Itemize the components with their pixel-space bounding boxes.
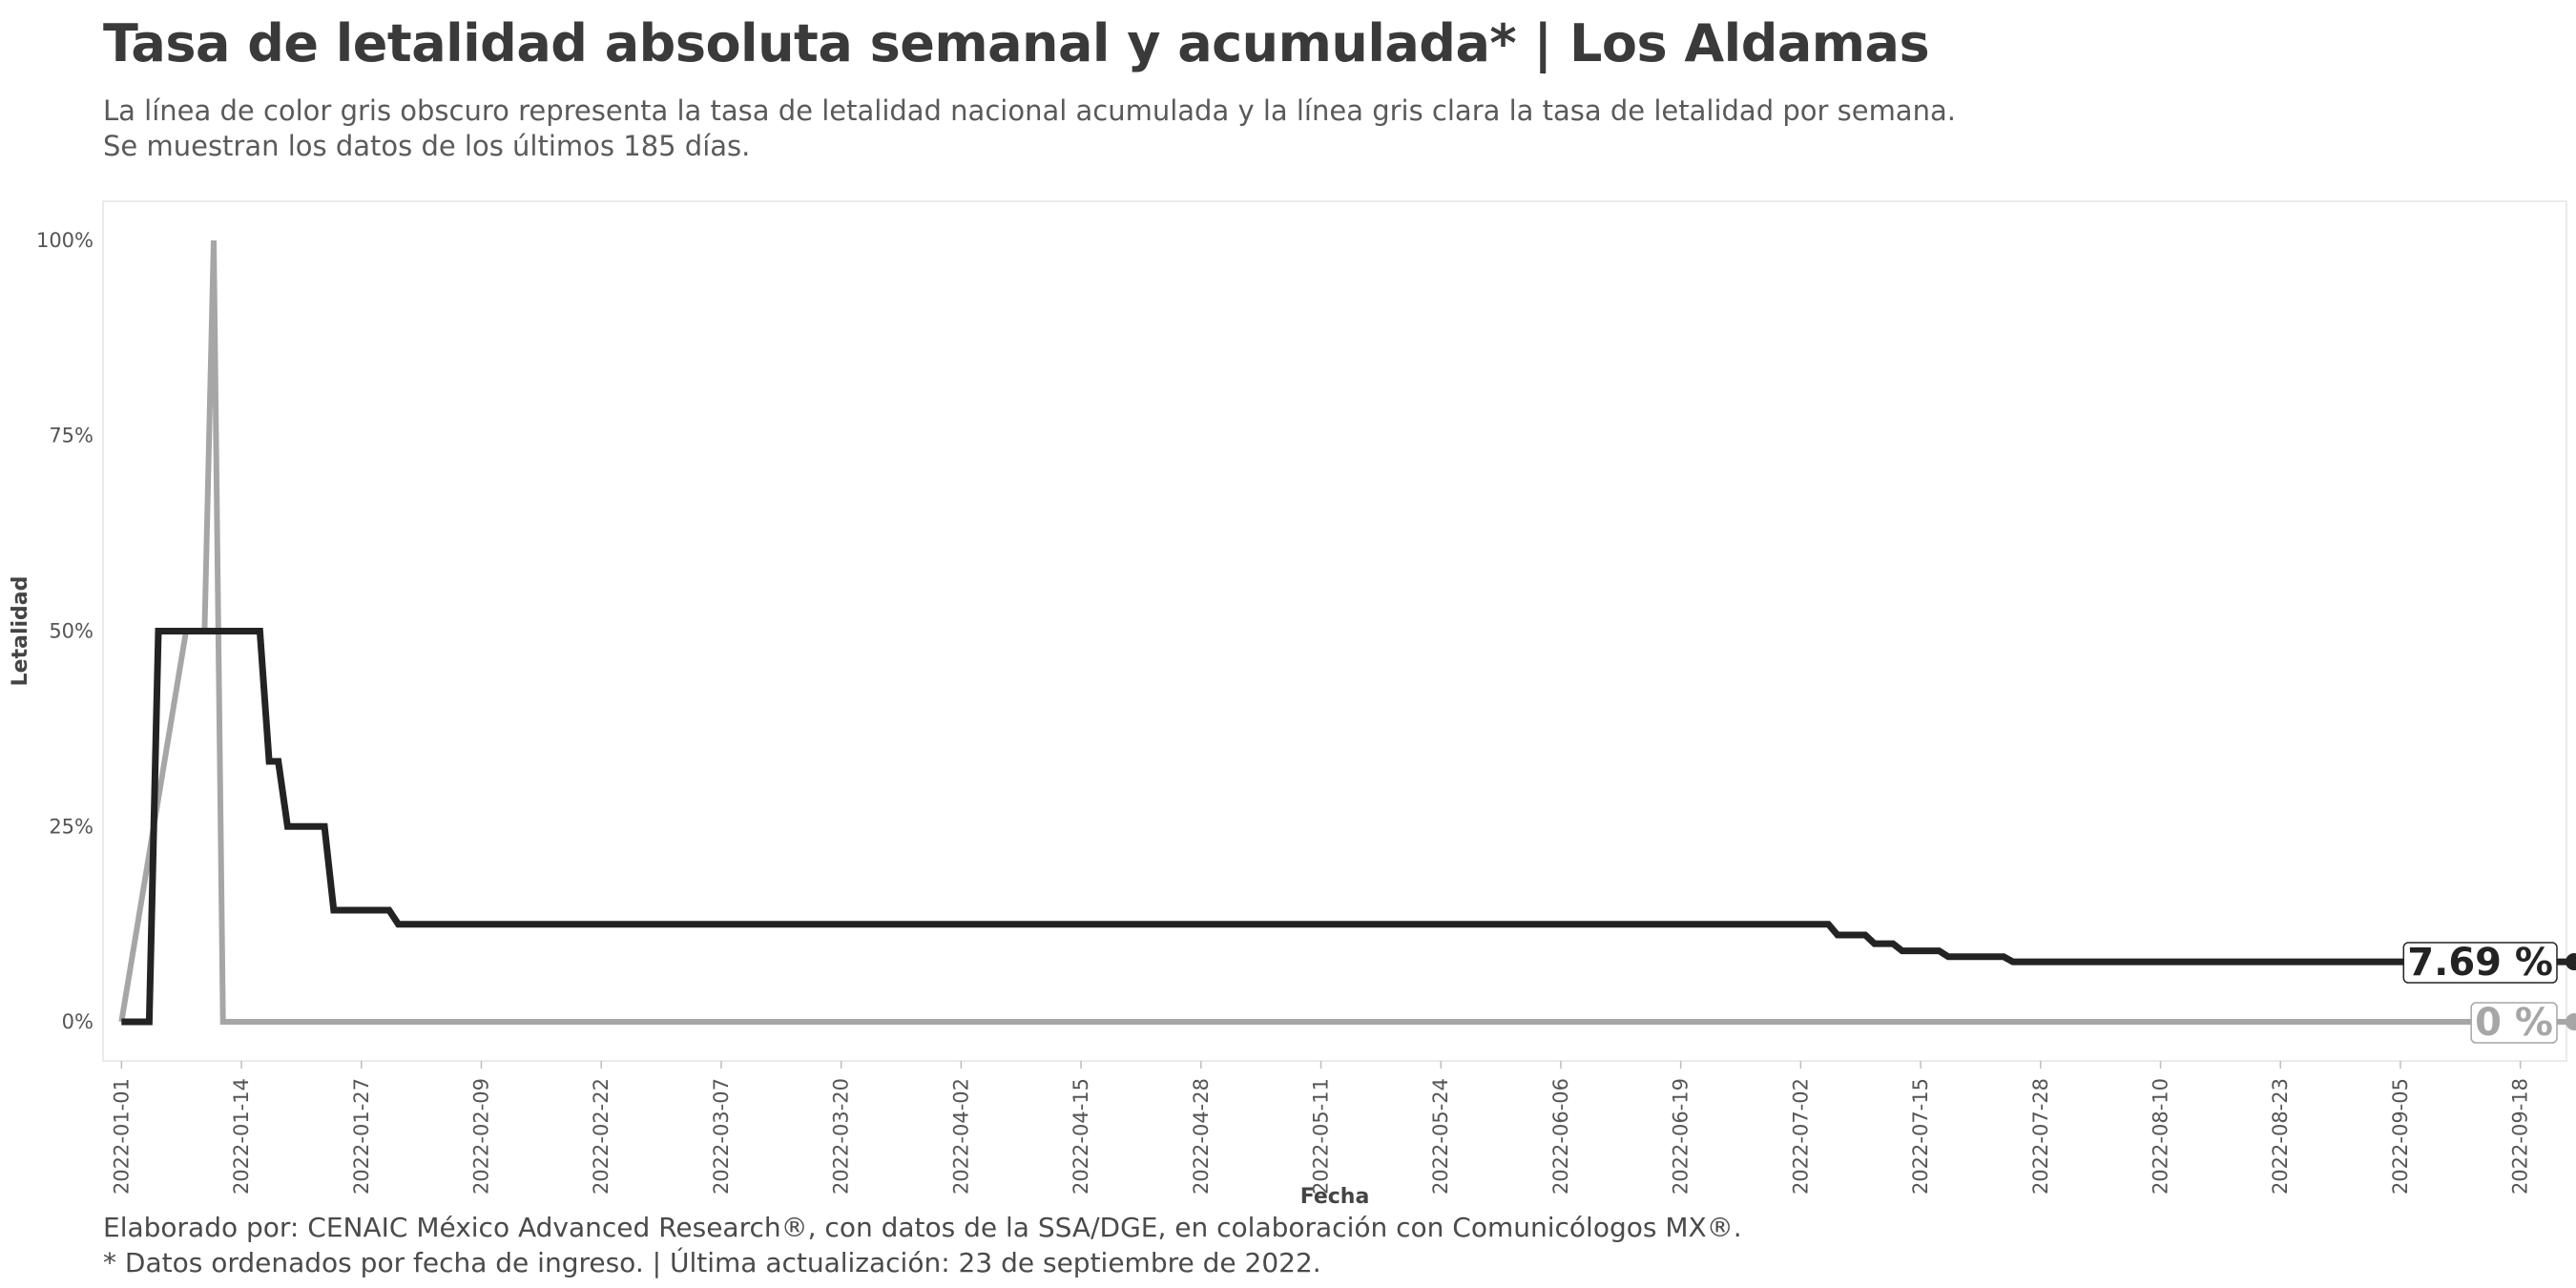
end-label-text: 0 % xyxy=(2475,1001,2553,1045)
x-tick-label: 2022-08-23 xyxy=(2269,1078,2292,1195)
series-line-weekly xyxy=(118,239,2566,1025)
x-tick-label: 2022-03-20 xyxy=(830,1078,853,1195)
y-tick-label: 50% xyxy=(49,620,93,643)
x-tick-label: 2022-01-14 xyxy=(230,1078,253,1195)
series-line-accumulated xyxy=(121,628,2566,1026)
x-tick-label: 2022-08-10 xyxy=(2150,1078,2172,1195)
subtitle-line-2: Se muestran los datos de los últimos 185… xyxy=(103,130,751,162)
x-tick-label: 2022-07-15 xyxy=(1909,1078,1932,1195)
end-point-accumulated xyxy=(2566,953,2576,971)
end-label-box xyxy=(2402,942,2558,984)
x-tick-label: 2022-07-28 xyxy=(2029,1078,2052,1195)
end-label-accumulated: 7.69 % xyxy=(2402,941,2558,985)
x-axis: 2022-01-01 2022-01-14 2022-01-27 2022-02-09… xyxy=(110,1061,2532,1195)
x-tick-label: 2022-04-15 xyxy=(1070,1078,1092,1195)
x-tick-label: 2022-07-02 xyxy=(1789,1078,1812,1195)
end-point-weekly xyxy=(2566,1013,2576,1031)
x-tick-label: 2022-06-06 xyxy=(1549,1078,1572,1195)
end-label-layer: 0 % 7.69 % xyxy=(2402,941,2576,1045)
y-tick-label: 0% xyxy=(62,1010,93,1033)
end-label-box xyxy=(2470,1002,2558,1044)
y-axis: 0% 25% 50% 75% 100% xyxy=(36,229,93,1033)
x-tick-label: 2022-01-01 xyxy=(110,1078,133,1195)
y-tick-label: 25% xyxy=(49,815,93,838)
y-axis-title: Letalidad xyxy=(9,576,32,687)
plot-panel xyxy=(102,200,2567,1062)
chart-subtitle: La línea de color gris obscuro represent… xyxy=(103,93,1956,164)
series-layer xyxy=(118,239,2566,1026)
end-label-weekly: 0 % xyxy=(2470,1001,2558,1045)
x-axis-title: Fecha xyxy=(1300,1185,1370,1209)
caption-line-1: Elaborado por: CENAIC México Advanced Re… xyxy=(103,1212,1742,1243)
x-tick-label: 2022-01-27 xyxy=(350,1078,373,1195)
subtitle-line-1: La línea de color gris obscuro represent… xyxy=(103,94,1956,127)
chart-title: Tasa de letalidad absoluta semanal y acu… xyxy=(103,13,1930,73)
x-tick-label: 2022-05-24 xyxy=(1429,1078,1452,1195)
x-tick-label: 2022-09-18 xyxy=(2509,1078,2532,1195)
x-tick-label: 2022-02-09 xyxy=(469,1078,492,1195)
x-tick-label: 2022-06-19 xyxy=(1670,1078,1693,1195)
y-tick-label: 75% xyxy=(49,425,93,447)
x-tick-label: 2022-09-05 xyxy=(2389,1078,2412,1195)
x-tick-label: 2022-04-02 xyxy=(949,1078,972,1195)
x-tick-label: 2022-04-28 xyxy=(1190,1078,1213,1195)
x-tick-label: 2022-05-11 xyxy=(1309,1078,1332,1195)
chart-caption: Elaborado por: CENAIC México Advanced Re… xyxy=(103,1210,1742,1280)
end-label-text: 7.69 % xyxy=(2407,941,2553,985)
caption-line-2: * Datos ordenados por fecha de ingreso. … xyxy=(103,1247,1321,1278)
y-tick-label: 100% xyxy=(36,229,93,252)
x-tick-label: 2022-02-22 xyxy=(590,1078,613,1195)
x-tick-label: 2022-03-07 xyxy=(710,1078,733,1195)
